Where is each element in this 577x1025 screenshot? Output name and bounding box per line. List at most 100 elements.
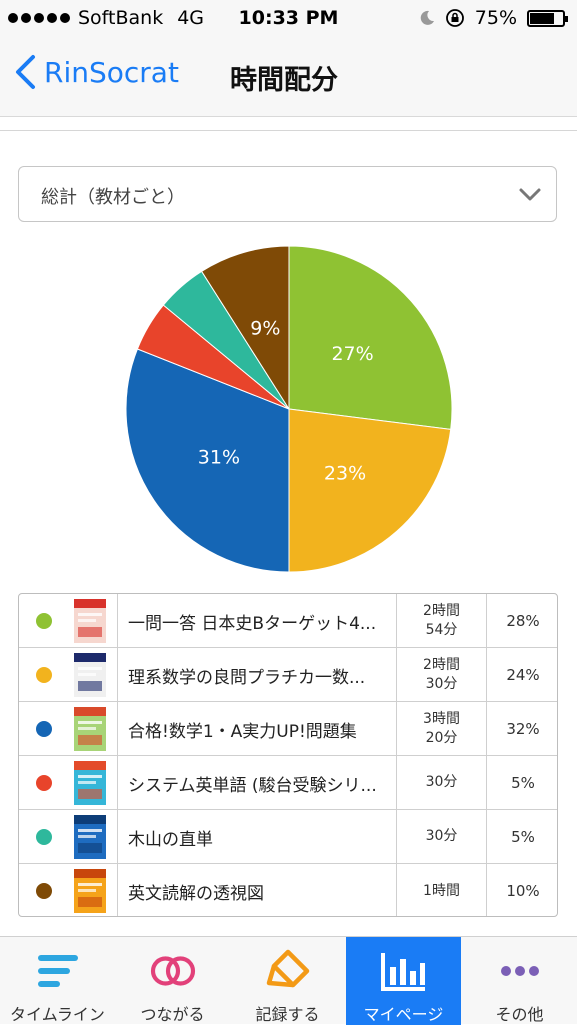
battery-icon: [527, 9, 568, 27]
legend-cell: [19, 810, 69, 863]
tab-label: マイページ: [363, 1005, 444, 1024]
pie-slice: [288, 246, 452, 430]
pie-slice: [288, 408, 452, 572]
pie-slice-label: 9%: [250, 318, 280, 340]
signal-icon: [8, 13, 70, 23]
legend-dot: [36, 829, 52, 845]
material-time-hours: 3時間: [423, 710, 460, 727]
material-time: 30分: [425, 828, 458, 844]
legend-dot: [36, 613, 52, 629]
divider: [0, 130, 577, 131]
legend-cell: [19, 702, 69, 755]
tab-label: その他: [495, 1005, 544, 1024]
book-cover-image: [74, 815, 106, 859]
legend-dot: [36, 721, 52, 737]
material-time-minutes: 54分: [425, 621, 458, 638]
material-title: 木山の直単: [128, 830, 213, 850]
book-cover-image: [74, 599, 106, 643]
chevron-left-icon: [16, 55, 35, 89]
material-percent: 5%: [511, 827, 535, 846]
material-time-minutes: 30分: [425, 675, 458, 692]
legend-cell: [19, 648, 69, 701]
material-time: 30分: [425, 774, 458, 790]
tab-connect[interactable]: つながる: [115, 937, 230, 1025]
legend-cell: [19, 594, 69, 647]
material-row[interactable]: システム英単語 (駿台受験シリ... 30分 5%: [19, 756, 557, 810]
book-cover-image: [74, 707, 106, 751]
navigation-bar: RinSocrat 時間配分: [0, 40, 577, 117]
material-percent: 24%: [506, 665, 540, 684]
material-time-cell: 30分: [397, 810, 487, 863]
material-title: 英文読解の透視図: [128, 884, 264, 904]
pie-slice: [126, 348, 290, 572]
aggregation-select[interactable]: 総計（教材ごと）: [18, 166, 557, 222]
book-cover-cell: [69, 756, 117, 809]
material-percent: 10%: [506, 882, 540, 900]
material-time-minutes: 20分: [425, 729, 458, 746]
legend-dot: [36, 883, 52, 899]
more-icon: [500, 966, 539, 976]
pie-slice-label: 27%: [331, 343, 373, 365]
page-title: 時間配分: [230, 65, 338, 96]
record-icon: [266, 949, 309, 988]
material-title-cell: 木山の直単: [117, 810, 397, 863]
pie-slice-label: 23%: [324, 463, 366, 485]
tab-mypage[interactable]: マイページ: [346, 937, 461, 1025]
back-button[interactable]: RinSocrat: [14, 54, 179, 90]
book-cover-image: [74, 653, 106, 697]
material-title: システム英単語 (駿台受験シリ...: [128, 776, 377, 796]
material-time-hours: 2時間: [423, 602, 460, 619]
carrier-name: SoftBank: [78, 7, 164, 29]
pie-slice-label: 31%: [198, 447, 240, 469]
book-cover-cell: [69, 810, 117, 863]
time-distribution-pie-chart: 27% 23% 31% 9%: [126, 246, 452, 572]
material-row[interactable]: 一問一答 日本史Bターゲット4... 2時間 54分 28%: [19, 594, 557, 648]
material-time-cell: 3時間 20分: [397, 702, 487, 755]
material-title: 一問一答 日本史Bターゲット4...: [128, 614, 377, 634]
tab-label: 記録する: [255, 1005, 320, 1024]
tab-label: つながる: [140, 1005, 205, 1024]
book-cover-image: [74, 869, 106, 913]
battery-percent: 75%: [474, 7, 517, 29]
tab-label: タイムライン: [10, 1005, 105, 1024]
material-title-cell: システム英単語 (駿台受験シリ...: [117, 756, 397, 809]
materials-table: 一問一答 日本史Bターゲット4... 2時間 54分 28% 理系数学の良問プラチカ一…: [18, 593, 558, 917]
material-row[interactable]: 英文読解の透視図 1時間 10%: [19, 864, 557, 916]
material-time: 1時間: [423, 882, 460, 899]
material-time-cell: 2時間 54分: [397, 594, 487, 647]
material-row[interactable]: 合格!数学1・A実力UP!問題集 3時間 20分 32%: [19, 702, 557, 756]
material-title-cell: 英文読解の透視図: [117, 864, 397, 916]
connect-icon: [150, 956, 195, 986]
book-cover-cell: [69, 648, 117, 701]
tab-bar: タイムライン つながる 記録する マイページ その他: [0, 936, 577, 1025]
moon-icon: [420, 10, 434, 25]
material-title-cell: 一問一答 日本史Bターゲット4...: [117, 594, 397, 647]
status-time: 10:33 PM: [238, 7, 339, 29]
book-cover-cell: [69, 702, 117, 755]
material-row[interactable]: 理系数学の良問プラチカ一数... 2時間 30分 24%: [19, 648, 557, 702]
legend-dot: [36, 775, 52, 791]
material-percent: 32%: [506, 719, 540, 738]
material-time-cell: 1時間: [397, 864, 487, 916]
legend-cell: [19, 756, 69, 809]
timeline-icon: [37, 955, 78, 987]
back-label: RinSocrat: [44, 55, 179, 89]
material-row[interactable]: 木山の直単 30分 5%: [19, 810, 557, 864]
material-title-cell: 合格!数学1・A実力UP!問題集: [117, 702, 397, 755]
tab-more[interactable]: その他: [462, 937, 577, 1025]
tab-timeline[interactable]: タイムライン: [0, 937, 115, 1025]
carrier-area: SoftBank 4G: [8, 7, 204, 29]
material-time-hours: 2時間: [423, 656, 460, 673]
material-title-cell: 理系数学の良問プラチカ一数...: [117, 648, 397, 701]
tab-record[interactable]: 記録する: [230, 937, 345, 1025]
network-type: 4G: [177, 7, 205, 29]
status-bar: SoftBank 4G 10:33 PM 75%: [0, 0, 577, 40]
material-title: 理系数学の良問プラチカ一数...: [128, 668, 366, 688]
material-percent: 5%: [511, 773, 535, 792]
material-time-cell: 30分: [397, 756, 487, 809]
aggregation-select-value: 総計（教材ごと）: [41, 187, 185, 208]
material-title: 合格!数学1・A実力UP!問題集: [128, 722, 357, 742]
legend-cell: [19, 864, 69, 916]
book-cover-image: [74, 761, 106, 805]
mypage-chart-icon: [380, 953, 425, 991]
